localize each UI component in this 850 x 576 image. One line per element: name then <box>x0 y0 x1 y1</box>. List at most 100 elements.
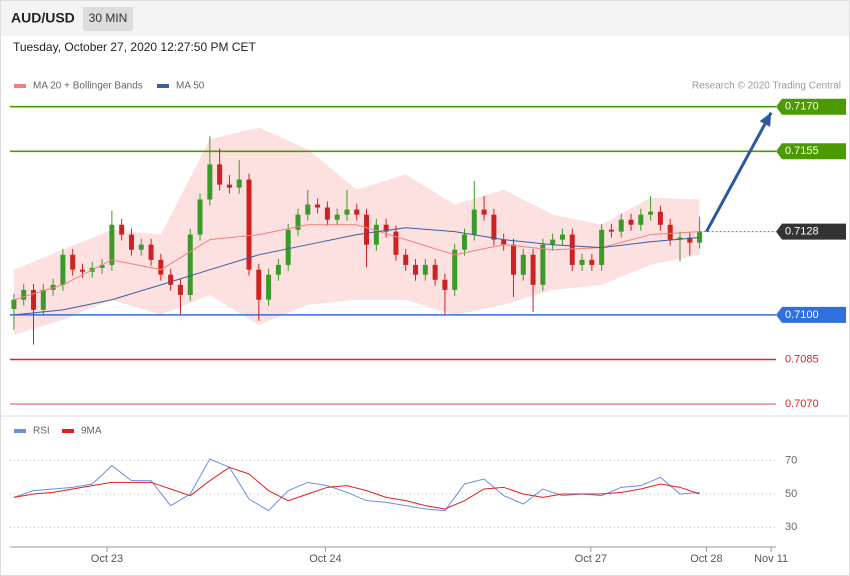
candle-body <box>128 234 134 250</box>
moving-average <box>13 224 700 301</box>
candle-body <box>187 234 193 295</box>
candle-body <box>373 224 379 245</box>
candle-body <box>11 299 17 309</box>
candle-body <box>471 209 477 235</box>
level-label: 0.7155 <box>785 145 819 157</box>
candle-body <box>393 231 399 255</box>
candle-body <box>99 264 105 268</box>
candle-body <box>79 269 85 272</box>
candle-body <box>442 279 448 290</box>
candle-body <box>559 234 565 240</box>
candle-body <box>60 254 66 285</box>
legend-swatch <box>14 429 26 433</box>
candle-body <box>21 289 27 300</box>
candle-body <box>168 274 174 285</box>
candle-body <box>618 219 624 232</box>
candle-body <box>266 274 272 300</box>
y-tick-label: 50 <box>785 488 797 500</box>
candle-body <box>246 179 252 270</box>
candle-body <box>217 164 223 185</box>
candle-body <box>501 239 507 245</box>
candle-body <box>540 244 546 285</box>
level-box <box>776 143 846 160</box>
candle-body <box>452 249 458 290</box>
symbol: AUD/USD <box>11 10 75 26</box>
timeframe-box[interactable] <box>83 7 133 31</box>
bollinger-band <box>13 127 700 335</box>
candle-body <box>432 264 438 280</box>
legend-swatch <box>157 84 169 88</box>
candle-body <box>148 244 154 260</box>
level-label: 0.7070 <box>785 398 819 410</box>
x-tick-label: Oct 27 <box>575 553 607 565</box>
x-tick-label: Oct 28 <box>690 553 722 565</box>
candle-body <box>657 211 663 225</box>
y-tick-label: 70 <box>785 455 797 467</box>
legend-label: RSI <box>33 426 50 437</box>
candle-body <box>275 264 281 275</box>
candle-body <box>550 239 556 245</box>
level-box <box>776 306 846 323</box>
candle-body <box>70 254 76 270</box>
candle-body <box>491 214 497 240</box>
moving-average <box>13 227 700 316</box>
candle-body <box>422 264 428 275</box>
candle-body <box>569 234 575 265</box>
candle-body <box>40 289 46 310</box>
x-tick-label: Oct 23 <box>91 553 123 565</box>
candle-body <box>628 219 634 225</box>
candle-body <box>687 237 693 243</box>
legend-label: 9MA <box>81 426 102 437</box>
legend-label: MA 50 <box>176 81 205 92</box>
candle-body <box>31 289 37 310</box>
rsi-line <box>13 466 700 510</box>
candle-body <box>520 254 526 275</box>
candle-body <box>138 244 144 250</box>
candle-body <box>579 259 585 265</box>
candle-body <box>638 214 644 225</box>
candle-body <box>344 209 350 215</box>
candle-body <box>530 254 536 285</box>
timeframe[interactable]: 30 MIN <box>89 11 128 25</box>
candle-body <box>324 207 330 220</box>
candle-body <box>462 234 468 250</box>
candle-body <box>648 211 654 215</box>
legend-swatch <box>14 84 26 88</box>
candle-body <box>403 254 409 265</box>
datetime: Tuesday, October 27, 2020 12:27:50 PM CE… <box>13 40 256 54</box>
candle-body <box>589 259 595 265</box>
y-tick-label: 30 <box>785 521 797 533</box>
candle-body <box>305 204 311 215</box>
legend-swatch <box>62 429 74 433</box>
candle-body <box>295 214 301 230</box>
candle-body <box>197 199 203 235</box>
candle-body <box>177 284 183 295</box>
candle-body <box>315 204 321 208</box>
candle-body <box>109 224 115 265</box>
candle-body <box>667 224 673 240</box>
credit: Research © 2020 Trading Central <box>692 81 841 92</box>
forecast-arrow <box>705 111 773 233</box>
candle-body <box>697 231 703 243</box>
candle-body <box>413 264 419 275</box>
level-label: 0.7085 <box>785 353 819 365</box>
candle-body <box>608 229 614 232</box>
level-box <box>776 98 846 115</box>
candle-body <box>226 184 232 188</box>
level-label: 0.7100 <box>785 309 819 321</box>
candle-body <box>481 209 487 215</box>
legend-label: MA 20 + Bollinger Bands <box>33 81 143 92</box>
candle-body <box>207 164 213 200</box>
candle-body <box>677 237 683 240</box>
candle-body <box>256 269 262 300</box>
candle-body <box>383 224 389 232</box>
candle-body <box>236 179 242 188</box>
level-box <box>776 223 846 240</box>
level-label: 0.7128 <box>785 226 819 238</box>
candle-body <box>364 214 370 245</box>
candle-body <box>354 209 360 215</box>
candle-body <box>285 229 291 265</box>
candle-body <box>334 214 340 220</box>
candle-body <box>119 224 125 235</box>
